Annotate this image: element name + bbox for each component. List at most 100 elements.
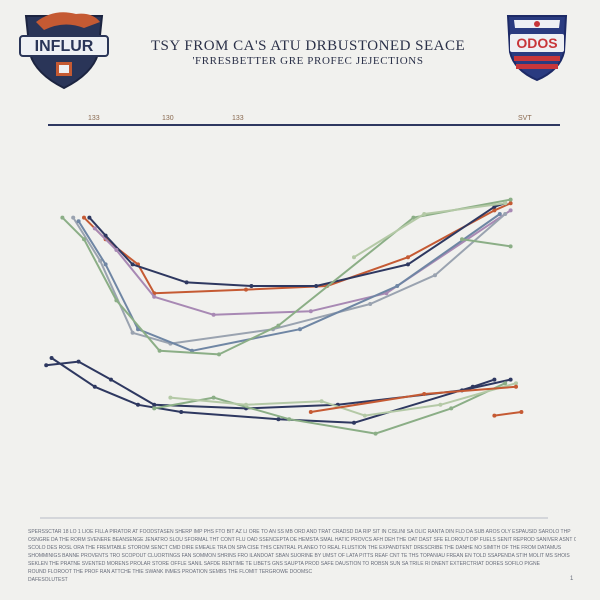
data-point <box>503 381 508 386</box>
data-point <box>98 258 103 263</box>
data-point <box>109 377 113 382</box>
series-line <box>83 202 512 295</box>
data-point <box>503 212 508 216</box>
data-point <box>130 330 135 335</box>
data-point <box>492 208 497 213</box>
data-point <box>438 402 443 407</box>
data-point <box>276 323 281 328</box>
data-point <box>406 255 410 260</box>
footnote-source: DAFESOLUTEST <box>28 577 68 583</box>
data-point <box>368 302 373 306</box>
data-point <box>249 284 254 288</box>
right-logo-text: ODOS <box>516 35 557 51</box>
data-point <box>508 201 513 206</box>
data-point <box>82 215 86 220</box>
data-point <box>406 262 410 267</box>
data-point <box>276 417 281 422</box>
data-point <box>470 384 475 389</box>
data-point <box>308 410 313 414</box>
data-point <box>508 244 513 249</box>
data-point <box>87 215 92 220</box>
data-point <box>314 284 319 288</box>
footnote-line: SHOMMINIGS BANNE PROVENTS TRO SCOPOUT CL… <box>28 553 570 559</box>
data-point <box>460 237 464 242</box>
data-point <box>244 402 248 407</box>
data-point <box>103 233 108 238</box>
data-point <box>76 219 81 224</box>
data-point <box>319 399 324 404</box>
data-point <box>287 417 292 422</box>
chart-title: TSY FROM CA'S ATU DRBUSTONED SEACE <box>150 38 466 54</box>
data-point <box>373 431 378 436</box>
data-point <box>136 402 140 407</box>
footnote-line: OSNGRE DA THE RORM SVENERE BEANSENGE JEN… <box>28 537 576 543</box>
data-point <box>492 377 497 382</box>
data-point <box>519 410 524 414</box>
series-line <box>461 238 511 248</box>
data-point <box>71 215 76 220</box>
data-point <box>508 197 513 202</box>
chart-subtitle: 'FRRESBETTER GRE PROFEC JEJECTIONS <box>192 55 424 67</box>
top-tick-label: 133 <box>88 115 100 122</box>
page-number: 1 <box>570 576 574 582</box>
data-point <box>433 273 437 278</box>
data-point <box>352 420 356 425</box>
data-point <box>211 312 216 317</box>
series-line <box>154 382 506 435</box>
top-tick-label: SVT <box>518 115 532 122</box>
left-logo-text: INFLUR <box>35 38 94 55</box>
data-point <box>352 255 356 260</box>
data-point <box>157 348 162 353</box>
data-point <box>449 406 454 411</box>
footnote-line: SEKLEN THE PRATNE SVENTED MORENS PROLAR … <box>28 561 540 567</box>
series-line <box>46 360 511 410</box>
top-tick-label: 133 <box>232 115 244 122</box>
data-point <box>76 359 81 364</box>
series-line <box>88 202 506 287</box>
series-line <box>72 213 506 345</box>
data-point <box>82 237 86 242</box>
data-point <box>395 284 400 288</box>
team-shield-logo: INFLUR <box>19 12 109 90</box>
data-point <box>244 287 248 292</box>
data-point <box>422 212 427 216</box>
data-point <box>508 377 513 382</box>
data-point <box>152 406 157 411</box>
data-point <box>92 384 97 389</box>
data-point <box>411 215 416 220</box>
data-point <box>514 381 518 386</box>
data-point <box>92 226 97 231</box>
top-tick-label: 130 <box>162 115 174 122</box>
footnote-line: SCOLO DES ROSL ORA THE FREMTABLE STOROM … <box>28 545 562 551</box>
series-line <box>170 382 517 417</box>
league-shield-logo: ODOS <box>506 15 568 82</box>
data-point <box>422 392 427 396</box>
footnote-block: SPERSSCTAR 18 LO 1 LIOE FILLA PIRATOR AT… <box>28 528 576 584</box>
data-point <box>179 410 184 414</box>
data-point <box>103 262 108 267</box>
data-point <box>184 280 189 285</box>
data-point <box>49 356 54 360</box>
data-point <box>508 208 513 213</box>
data-point <box>168 395 173 400</box>
data-point <box>152 402 157 407</box>
data-point <box>514 384 518 389</box>
footnote-line: ROUND FLOROOT THE PROF RAN ATTCHE THIE S… <box>28 569 313 575</box>
data-point <box>362 413 367 418</box>
data-point <box>60 215 65 220</box>
data-point <box>211 395 216 400</box>
data-point <box>492 204 497 209</box>
data-point <box>114 248 119 252</box>
data-point <box>152 294 157 299</box>
data-point <box>497 212 502 216</box>
data-point <box>44 363 49 368</box>
series-line <box>51 357 495 424</box>
data-point <box>298 327 302 332</box>
data-point <box>503 201 508 206</box>
data-point <box>130 262 135 267</box>
series-line <box>494 411 522 417</box>
data-point <box>217 352 221 357</box>
data-point <box>114 298 119 303</box>
data-point <box>492 413 497 418</box>
